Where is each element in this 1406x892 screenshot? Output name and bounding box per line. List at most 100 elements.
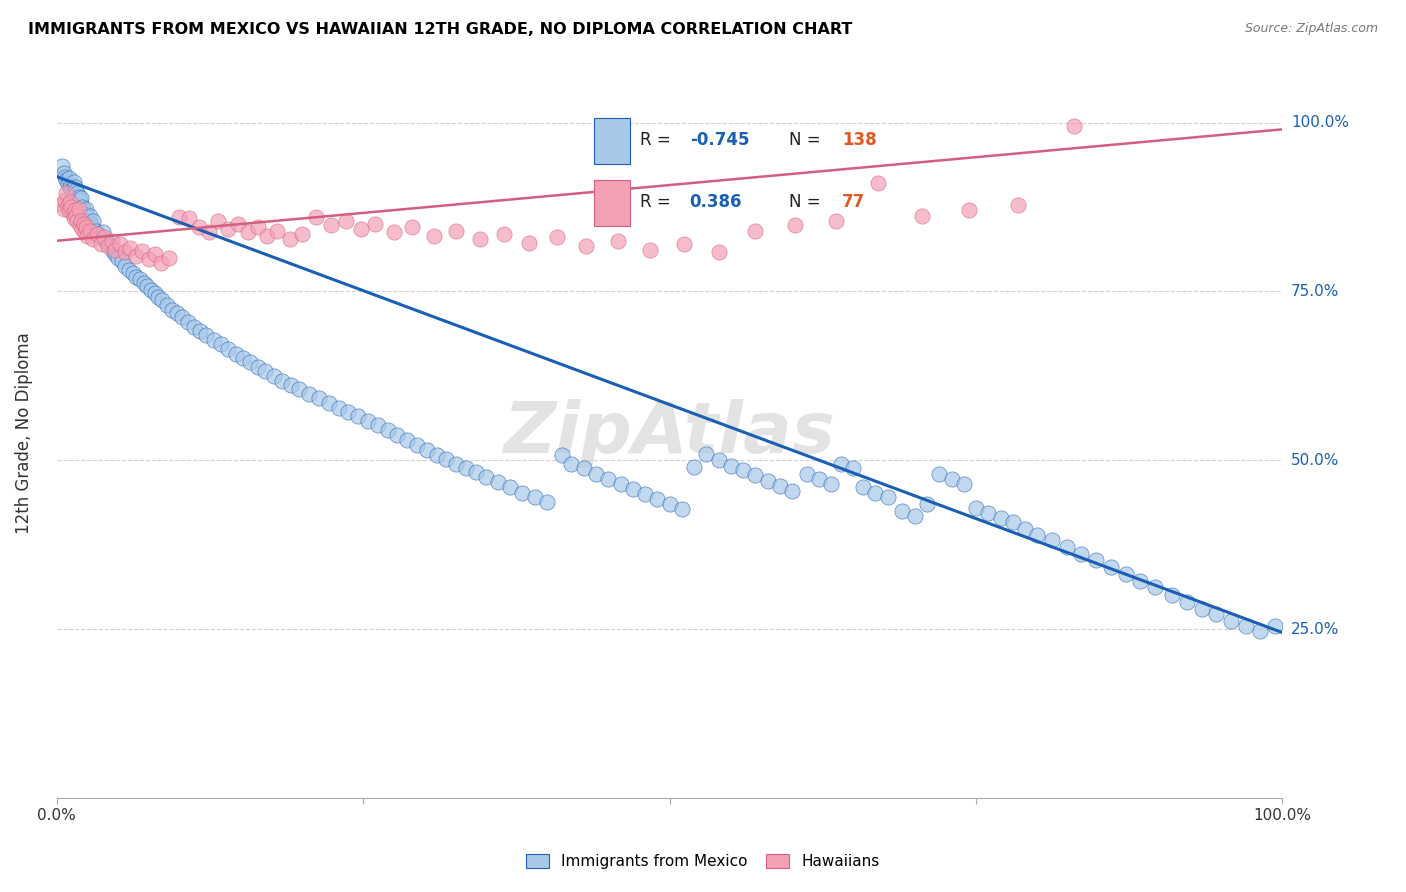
Point <box>598 472 620 486</box>
Point <box>305 210 328 224</box>
Point <box>82 220 104 235</box>
Point <box>156 298 179 312</box>
Point <box>1099 560 1122 574</box>
Point <box>349 222 371 236</box>
Point <box>436 452 458 467</box>
Point <box>143 285 166 300</box>
Point <box>72 203 94 218</box>
Point <box>188 324 211 338</box>
Point <box>444 224 467 238</box>
Point <box>132 277 155 291</box>
Point <box>1161 589 1184 603</box>
Point <box>138 252 160 266</box>
Point <box>263 368 285 383</box>
Point <box>69 193 91 207</box>
Point <box>55 173 77 187</box>
Point <box>291 227 314 241</box>
Point <box>1143 580 1166 594</box>
Point <box>167 210 190 224</box>
Point <box>72 217 94 231</box>
Point <box>645 492 668 507</box>
Point <box>941 472 963 486</box>
Point <box>183 319 205 334</box>
Point <box>100 238 122 252</box>
Point <box>494 227 516 241</box>
Point <box>406 438 429 452</box>
Point <box>842 461 865 475</box>
Point <box>780 483 803 498</box>
Point <box>121 266 143 280</box>
Point <box>125 269 148 284</box>
Point <box>499 480 522 494</box>
Point <box>187 220 209 235</box>
Point <box>148 290 170 304</box>
Point <box>209 337 232 351</box>
Point <box>84 224 107 238</box>
Point <box>1205 607 1227 622</box>
Point <box>104 247 127 261</box>
Point <box>51 160 73 174</box>
Point <box>97 238 120 252</box>
Point <box>673 237 696 252</box>
Point <box>226 217 249 231</box>
Point <box>1040 533 1063 547</box>
Point <box>114 245 136 260</box>
Point <box>149 256 172 270</box>
Point <box>377 423 399 437</box>
Point <box>1129 574 1152 588</box>
Point <box>1234 619 1257 633</box>
Point <box>756 474 779 488</box>
Point <box>321 219 343 233</box>
Point <box>423 229 446 244</box>
Point <box>76 210 98 224</box>
Point <box>53 169 76 184</box>
Point <box>387 427 409 442</box>
Point <box>82 232 104 246</box>
Point <box>136 279 159 293</box>
Point <box>536 495 558 509</box>
Point <box>118 262 141 277</box>
Point <box>207 213 229 227</box>
Point <box>246 360 269 375</box>
Point <box>952 477 974 491</box>
Point <box>990 510 1012 524</box>
Point <box>236 225 259 239</box>
Point <box>707 453 730 467</box>
Point <box>1063 119 1085 133</box>
Point <box>707 245 730 260</box>
Point <box>62 207 84 221</box>
Point <box>139 283 162 297</box>
Point <box>114 259 136 273</box>
Point <box>60 200 83 214</box>
Point <box>225 346 247 360</box>
Point <box>357 414 380 428</box>
Point <box>73 225 96 239</box>
Point <box>364 217 387 231</box>
Point <box>75 202 97 216</box>
Point <box>769 479 792 493</box>
Point <box>298 387 321 401</box>
Text: 75.0%: 75.0% <box>1291 284 1339 299</box>
Point <box>72 222 94 236</box>
Point <box>87 227 110 241</box>
Point <box>416 443 439 458</box>
Point <box>58 170 80 185</box>
Point <box>382 225 405 239</box>
Point <box>63 179 86 194</box>
Point <box>486 475 509 489</box>
Point <box>744 224 766 238</box>
Point <box>60 183 83 197</box>
Point <box>1001 516 1024 530</box>
Point <box>1056 540 1078 554</box>
Point <box>90 237 112 252</box>
Point <box>957 203 980 218</box>
Point <box>852 480 875 494</box>
Point <box>783 219 806 233</box>
Point <box>86 227 108 241</box>
Point <box>634 487 657 501</box>
Point <box>308 391 330 405</box>
Point <box>426 448 449 462</box>
Point <box>512 485 534 500</box>
Point <box>131 244 153 258</box>
Point <box>671 502 693 516</box>
